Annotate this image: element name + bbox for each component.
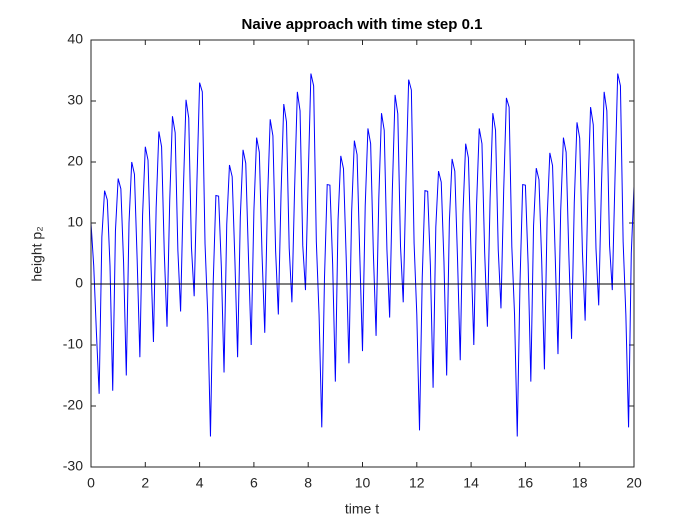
x-tick-label: 10 (355, 475, 371, 491)
y-tick-label: -10 (63, 336, 83, 352)
x-tick-label: 14 (463, 475, 479, 491)
y-tick-label: 10 (67, 214, 83, 230)
x-tick-label: 20 (626, 475, 642, 491)
x-tick-label: 0 (87, 475, 95, 491)
y-tick-label: 0 (75, 275, 83, 291)
x-tick-label: 6 (250, 475, 258, 491)
x-tick-label: 16 (518, 475, 534, 491)
y-tick-label: -20 (63, 397, 83, 413)
x-tick-label: 12 (409, 475, 425, 491)
y-tick-label: -30 (63, 458, 83, 474)
data-line (90, 73, 635, 437)
x-axis-label: time t (345, 501, 379, 517)
plot-area (91, 40, 634, 467)
x-tick-label: 2 (141, 475, 149, 491)
y-axis-label: height p₂ (29, 226, 45, 281)
y-tick-label: 30 (67, 92, 83, 108)
y-tick-label: 20 (67, 153, 83, 169)
x-tick-label: 8 (304, 475, 312, 491)
y-tick-label: 40 (67, 31, 83, 47)
chart-title: Naive approach with time step 0.1 (242, 16, 483, 33)
x-tick-label: 18 (572, 475, 588, 491)
axes-box (90, 39, 635, 468)
x-tick-label: 4 (196, 475, 204, 491)
